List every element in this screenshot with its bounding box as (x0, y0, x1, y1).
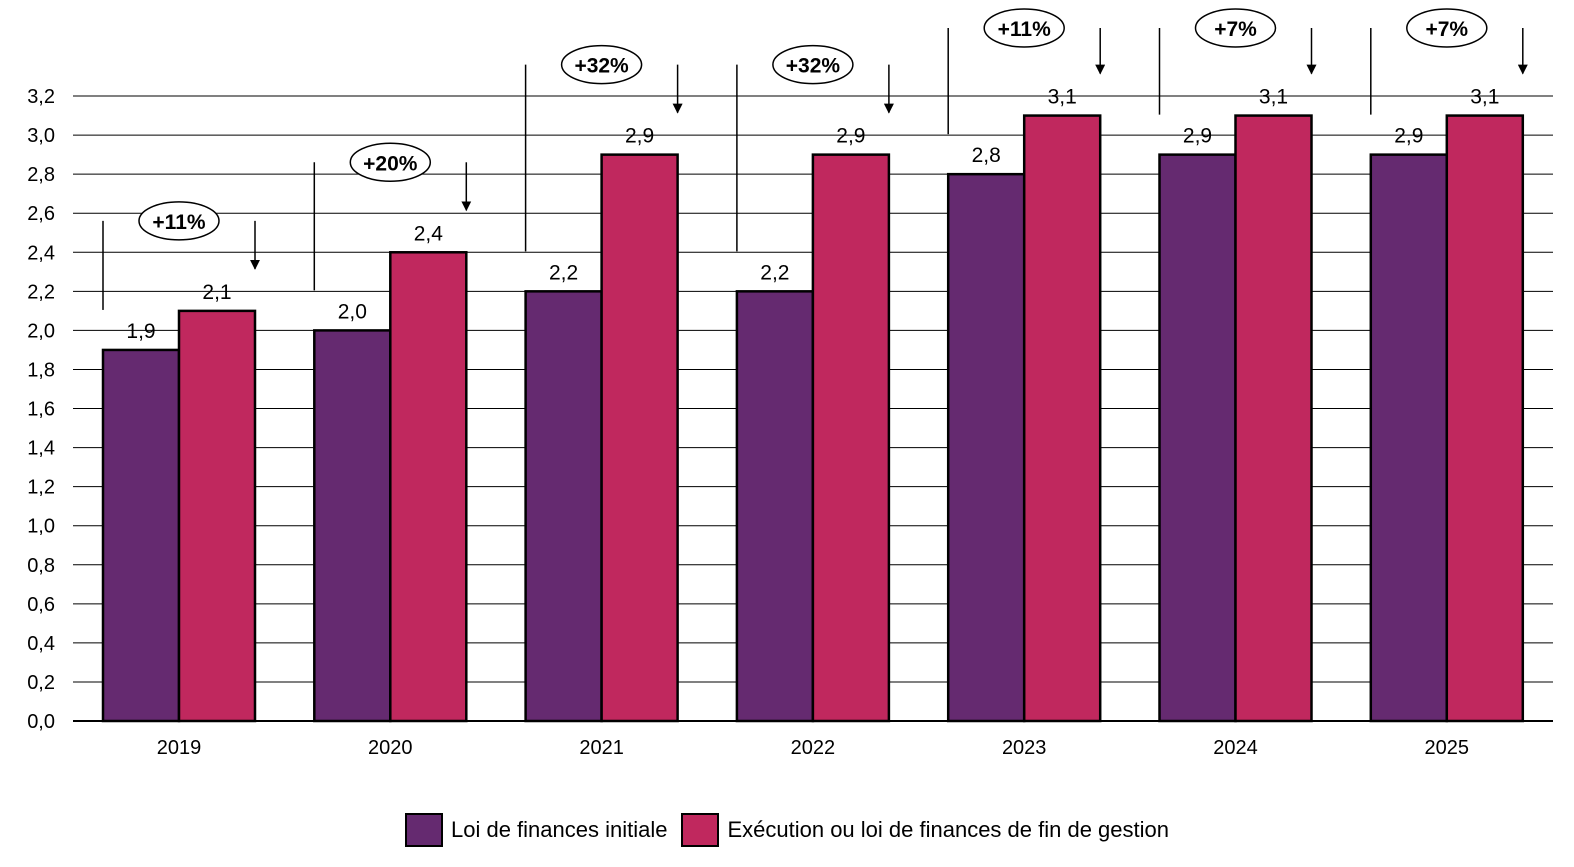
x-tick-label: 2025 (1425, 737, 1470, 759)
annotation-oval (1194, 8, 1277, 48)
growth-label: +32% (786, 55, 841, 78)
growth-label: +20% (363, 152, 418, 175)
y-tick-label: 1,8 (27, 359, 55, 381)
bar-initial (524, 290, 603, 723)
data-label: 3,1 (1048, 86, 1077, 109)
bar-execution (811, 153, 891, 723)
bar-execution (1022, 114, 1102, 723)
x-tick-label: 2021 (579, 737, 624, 759)
y-tick-label: 1,4 (27, 438, 55, 460)
bar-initial (313, 329, 392, 723)
x-tick-label: 2020 (368, 737, 413, 759)
growth-label: +7% (1214, 18, 1257, 41)
y-tick-label: 3,2 (27, 86, 55, 108)
x-tick-label: 2019 (157, 737, 202, 759)
bar-chart: 0,0 0,2 0,4 0,6 0,8 1,0 1,2 1,4 1,6 1,8 2,0 2,2 2,4 2… (27, 8, 1553, 759)
x-tick-label: 2024 (1213, 737, 1258, 759)
y-tick-label: 0,0 (27, 711, 55, 733)
growth-label: +11% (152, 211, 205, 234)
y-tick-label: 1,6 (27, 399, 55, 421)
y-tick-label: 2,6 (27, 203, 55, 225)
bar-execution (389, 251, 468, 723)
y-tick-label: 0,2 (27, 672, 55, 694)
data-label: 2,4 (414, 222, 444, 245)
data-label: 2,8 (972, 144, 1001, 167)
growth-label: +11% (998, 18, 1051, 41)
bar-initial (1369, 153, 1449, 723)
data-labels: 1,9 2,1 2,0 2,4 2,2 2,9 2,2 2,9 2,8 3,1 2,9 3,1 2,9 3… (126, 86, 1499, 343)
bars (101, 114, 1525, 723)
growth-annotations: +11% +20% +32% +32% +11% +7% +7% (102, 8, 1528, 310)
y-tick-label: 1,2 (27, 477, 55, 499)
y-tick-label: 2,4 (27, 242, 55, 264)
x-tick-label: 2022 (791, 737, 836, 759)
bar-initial (1158, 153, 1237, 723)
bar-initial (101, 348, 181, 723)
legend-label-initial: Loi de finances initiale (450, 817, 668, 842)
legend-label-execution: Exécution ou loi de finances de fin de g… (727, 817, 1169, 842)
y-tick-label: 0,4 (27, 633, 55, 655)
data-label: 3,1 (1470, 86, 1499, 109)
data-label: 2,9 (1394, 125, 1423, 148)
data-label: 2,1 (202, 281, 231, 304)
y-tick-label: 2,2 (27, 281, 55, 303)
data-label: 2,2 (549, 261, 578, 284)
data-label: 2,9 (836, 125, 865, 148)
y-tick-label: 1,0 (27, 516, 55, 538)
bar-execution (1234, 114, 1313, 723)
legend-item-execution: Exécution ou loi de finances de fin de g… (681, 813, 1169, 847)
y-tick-label: 2,8 (27, 164, 55, 186)
growth-label: +7% (1425, 18, 1468, 41)
y-tick-label: 2,0 (27, 320, 55, 342)
annotation-oval (349, 142, 432, 183)
bar-initial (946, 172, 1026, 723)
growth-label: +32% (574, 55, 629, 78)
legend-swatch-initial (404, 813, 443, 847)
annotation-oval (1406, 8, 1488, 48)
data-label: 2,2 (760, 261, 789, 284)
y-tick-label: 3,0 (27, 125, 55, 147)
x-tick-label: 2023 (1002, 737, 1047, 759)
y-axis-ticks: 0,0 0,2 0,4 0,6 0,8 1,0 1,2 1,4 1,6 1,8 2,0 2,2 2,4 2… (27, 86, 55, 733)
bar-execution (1445, 114, 1525, 723)
bar-execution (600, 153, 679, 723)
data-label: 2,9 (625, 125, 654, 148)
y-tick-label: 0,8 (27, 555, 55, 577)
data-label: 2,0 (338, 300, 367, 323)
annotation-oval (560, 44, 643, 85)
data-label: 1,9 (126, 320, 155, 343)
annotation-oval (772, 44, 854, 85)
annotation-oval (138, 201, 220, 241)
legend-item-initial: Loi de finances initiale (404, 813, 668, 847)
legend-swatch-execution (681, 813, 720, 847)
data-label: 3,1 (1259, 86, 1288, 109)
legend: Loi de finances initiale Exécution ou lo… (0, 810, 1574, 850)
y-tick-label: 0,6 (27, 594, 55, 616)
bar-initial (735, 290, 815, 723)
annotation-oval (983, 8, 1065, 48)
bar-execution (177, 309, 257, 723)
data-label: 2,9 (1183, 125, 1212, 148)
x-axis-ticks: 2019 2020 2021 2022 2023 2024 2025 (157, 737, 1469, 759)
